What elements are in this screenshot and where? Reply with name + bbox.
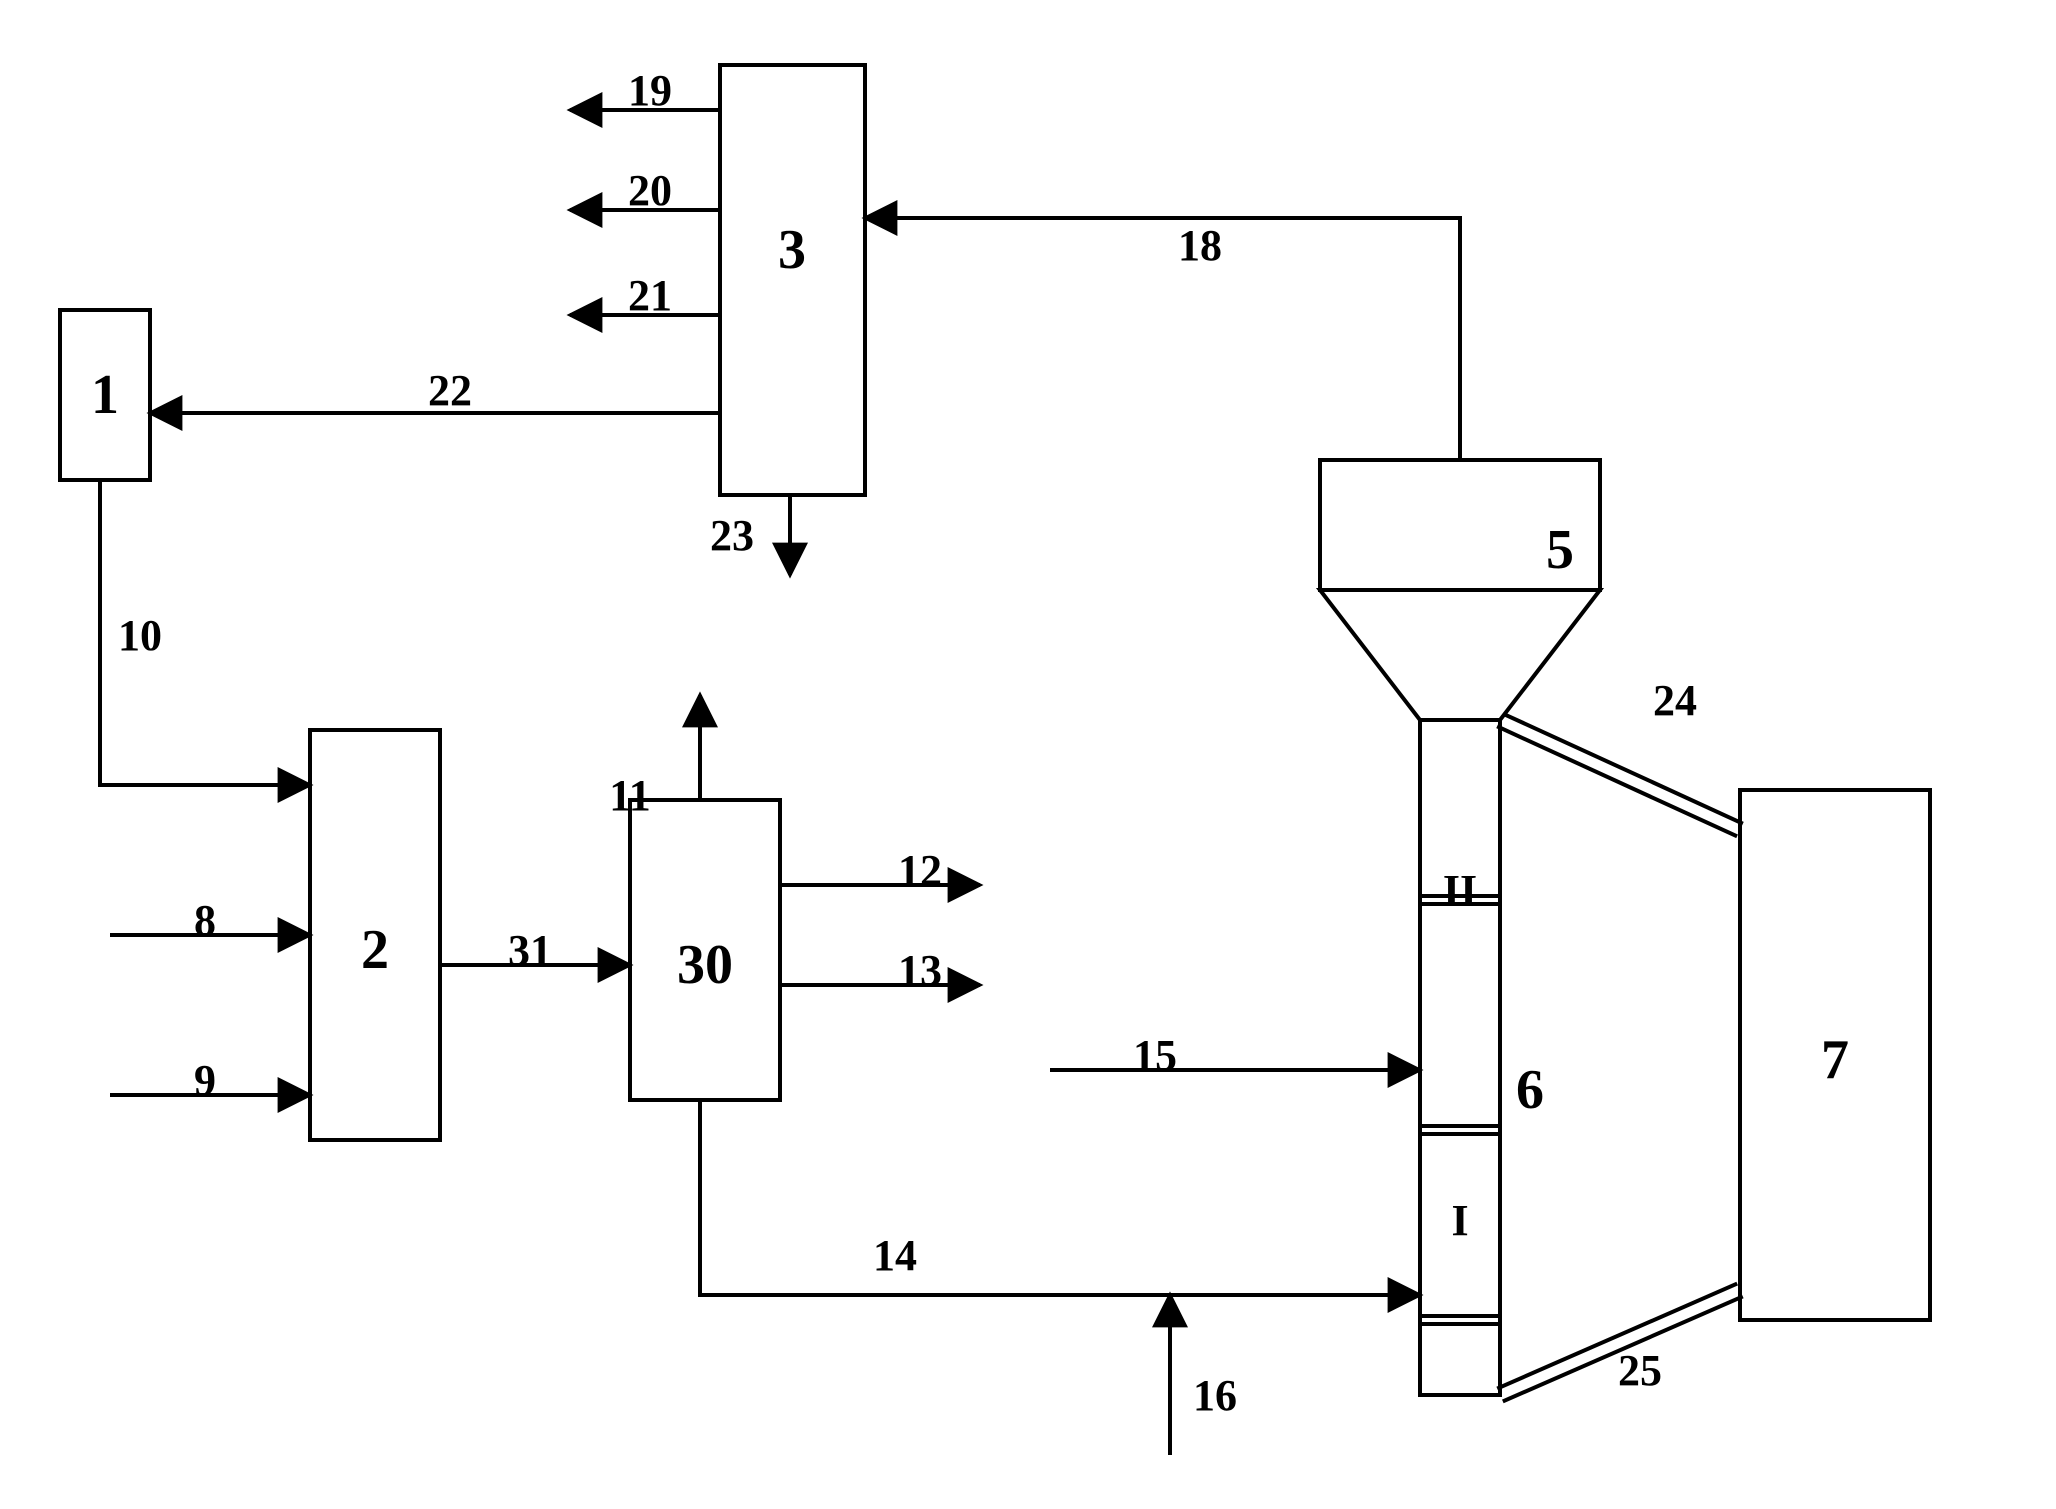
arrow-label-13: 13 bbox=[898, 946, 942, 995]
block-label-7: 7 bbox=[1821, 1029, 1849, 1091]
process-diagram: 1233075III624251920212223181089311112131… bbox=[0, 0, 2056, 1509]
block-label-2: 2 bbox=[361, 919, 389, 981]
arrow-label-14: 14 bbox=[873, 1231, 917, 1280]
block-label-5: 5 bbox=[1546, 519, 1574, 581]
block-label-1: 1 bbox=[91, 364, 119, 426]
arrow-label-20: 20 bbox=[628, 166, 672, 215]
pipe-24 bbox=[1503, 714, 1743, 824]
block-label-30: 30 bbox=[677, 934, 733, 996]
arrow-label-10: 10 bbox=[118, 611, 162, 660]
block-label-3: 3 bbox=[778, 219, 806, 281]
pipe-label-24: 24 bbox=[1653, 676, 1697, 725]
arrow-label-18: 18 bbox=[1178, 221, 1222, 270]
column-6 bbox=[1420, 720, 1500, 1395]
hopper-funnel bbox=[1320, 590, 1600, 720]
arrow-label-31: 31 bbox=[508, 926, 552, 975]
arrow-18 bbox=[865, 218, 1460, 460]
arrow-label-12: 12 bbox=[898, 846, 942, 895]
arrow-label-8: 8 bbox=[194, 896, 216, 945]
arrow-label-11: 11 bbox=[609, 771, 651, 820]
arrow-label-23: 23 bbox=[710, 511, 754, 560]
arrow-label-15: 15 bbox=[1133, 1031, 1177, 1080]
arrow-label-19: 19 bbox=[628, 66, 672, 115]
column-segment-I: I bbox=[1451, 1196, 1468, 1245]
arrow-label-16: 16 bbox=[1193, 1371, 1237, 1420]
arrow-14 bbox=[700, 1100, 1420, 1295]
arrow-label-21: 21 bbox=[628, 271, 672, 320]
arrow-label-22: 22 bbox=[428, 366, 472, 415]
arrow-label-9: 9 bbox=[194, 1056, 216, 1105]
pipe-24 bbox=[1497, 726, 1737, 836]
pipe-label-25: 25 bbox=[1618, 1346, 1662, 1395]
block-label-6: 6 bbox=[1516, 1059, 1544, 1121]
column-segment-II: II bbox=[1443, 866, 1477, 915]
